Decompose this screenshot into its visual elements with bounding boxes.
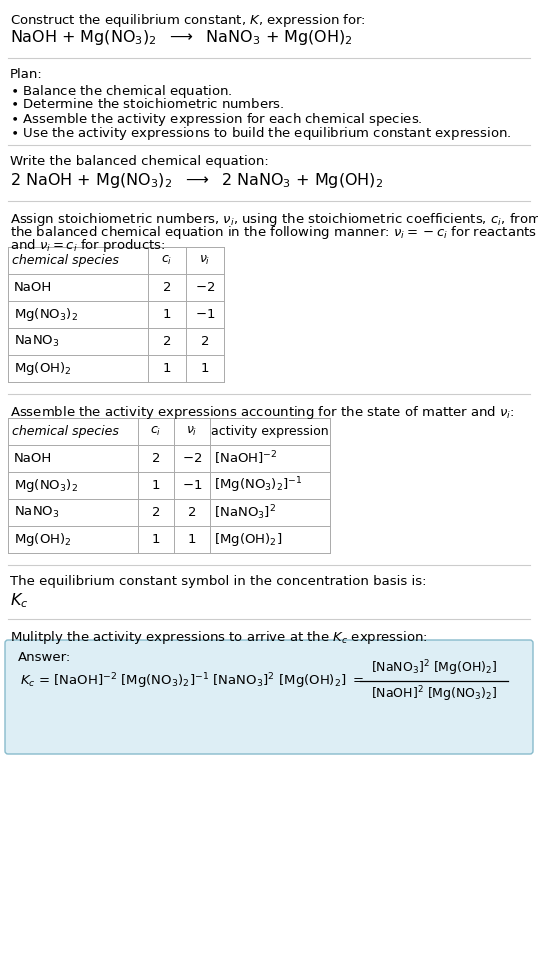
Text: $K_c$ = [NaOH]$^{-2}$ [Mg(NO$_3$)$_2$]$^{-1}$ [NaNO$_3$]$^2$ [Mg(OH)$_2$] $=$: $K_c$ = [NaOH]$^{-2}$ [Mg(NO$_3$)$_2$]$^…	[20, 671, 364, 690]
Text: $-2$: $-2$	[182, 452, 202, 465]
Text: Construct the equilibrium constant, $K$, expression for:: Construct the equilibrium constant, $K$,…	[10, 12, 366, 29]
Text: NaNO$_3$: NaNO$_3$	[14, 334, 60, 349]
Text: Mg(OH)$_2$: Mg(OH)$_2$	[14, 531, 72, 548]
Text: $-1$: $-1$	[182, 479, 202, 492]
Text: 1: 1	[152, 479, 160, 492]
Text: chemical species: chemical species	[12, 425, 119, 438]
Text: $c_i$: $c_i$	[161, 254, 173, 267]
Text: $-2$: $-2$	[195, 281, 215, 294]
Text: Mg(NO$_3$)$_2$: Mg(NO$_3$)$_2$	[14, 477, 78, 494]
Text: Mg(NO$_3$)$_2$: Mg(NO$_3$)$_2$	[14, 306, 78, 323]
Text: the balanced chemical equation in the following manner: $\nu_i = -c_i$ for react: the balanced chemical equation in the fo…	[10, 224, 537, 241]
Text: 2: 2	[163, 281, 171, 294]
Text: [Mg(NO$_3$)$_2$]$^{-1}$: [Mg(NO$_3$)$_2$]$^{-1}$	[214, 476, 302, 495]
Text: $\nu_i$: $\nu_i$	[199, 254, 211, 267]
Text: 1: 1	[188, 533, 196, 546]
Text: and $\nu_i = c_i$ for products:: and $\nu_i = c_i$ for products:	[10, 237, 166, 254]
Text: NaOH: NaOH	[14, 281, 52, 294]
Text: 2: 2	[163, 335, 171, 348]
Text: $-1$: $-1$	[195, 308, 215, 321]
Text: 1: 1	[163, 308, 171, 321]
Text: [NaNO$_3$]$^2$ [Mg(OH)$_2$]: [NaNO$_3$]$^2$ [Mg(OH)$_2$]	[371, 659, 497, 678]
Text: Assign stoichiometric numbers, $\nu_i$, using the stoichiometric coefficients, $: Assign stoichiometric numbers, $\nu_i$, …	[10, 211, 538, 228]
Text: 1: 1	[163, 362, 171, 375]
Text: 2 NaOH + Mg(NO$_3$)$_2$  $\longrightarrow$  2 NaNO$_3$ + Mg(OH)$_2$: 2 NaOH + Mg(NO$_3$)$_2$ $\longrightarrow…	[10, 171, 384, 190]
Text: NaNO$_3$: NaNO$_3$	[14, 505, 60, 520]
Text: 2: 2	[188, 506, 196, 519]
Text: NaOH: NaOH	[14, 452, 52, 465]
Text: [NaOH]$^2$ [Mg(NO$_3$)$_2$]: [NaOH]$^2$ [Mg(NO$_3$)$_2$]	[371, 684, 497, 704]
Text: Mg(OH)$_2$: Mg(OH)$_2$	[14, 360, 72, 377]
Text: Assemble the activity expressions accounting for the state of matter and $\nu_i$: Assemble the activity expressions accoun…	[10, 404, 515, 421]
Text: Write the balanced chemical equation:: Write the balanced chemical equation:	[10, 155, 269, 168]
Text: $K_c$: $K_c$	[10, 591, 29, 610]
Text: Mulitply the activity expressions to arrive at the $K_c$ expression:: Mulitply the activity expressions to arr…	[10, 629, 428, 646]
Text: $\bullet$ Determine the stoichiometric numbers.: $\bullet$ Determine the stoichiometric n…	[10, 97, 285, 111]
Text: Answer:: Answer:	[18, 651, 71, 664]
Text: $\bullet$ Use the activity expressions to build the equilibrium constant express: $\bullet$ Use the activity expressions t…	[10, 125, 512, 142]
Text: [NaNO$_3$]$^2$: [NaNO$_3$]$^2$	[214, 503, 276, 522]
Text: Plan:: Plan:	[10, 68, 43, 81]
Text: 2: 2	[201, 335, 209, 348]
Text: [NaOH]$^{-2}$: [NaOH]$^{-2}$	[214, 450, 278, 467]
Text: $\bullet$ Balance the chemical equation.: $\bullet$ Balance the chemical equation.	[10, 83, 232, 100]
Text: chemical species: chemical species	[12, 254, 119, 267]
Text: The equilibrium constant symbol in the concentration basis is:: The equilibrium constant symbol in the c…	[10, 575, 427, 588]
Text: 1: 1	[201, 362, 209, 375]
Text: 1: 1	[152, 533, 160, 546]
Text: $\nu_i$: $\nu_i$	[186, 425, 197, 438]
Text: $c_i$: $c_i$	[150, 425, 161, 438]
Text: 2: 2	[152, 506, 160, 519]
Text: [Mg(OH)$_2$]: [Mg(OH)$_2$]	[214, 531, 282, 548]
Text: $\bullet$ Assemble the activity expression for each chemical species.: $\bullet$ Assemble the activity expressi…	[10, 111, 423, 128]
Text: activity expression: activity expression	[211, 425, 329, 438]
Text: NaOH + Mg(NO$_3$)$_2$  $\longrightarrow$  NaNO$_3$ + Mg(OH)$_2$: NaOH + Mg(NO$_3$)$_2$ $\longrightarrow$ …	[10, 28, 353, 47]
Text: 2: 2	[152, 452, 160, 465]
FancyBboxPatch shape	[5, 640, 533, 754]
